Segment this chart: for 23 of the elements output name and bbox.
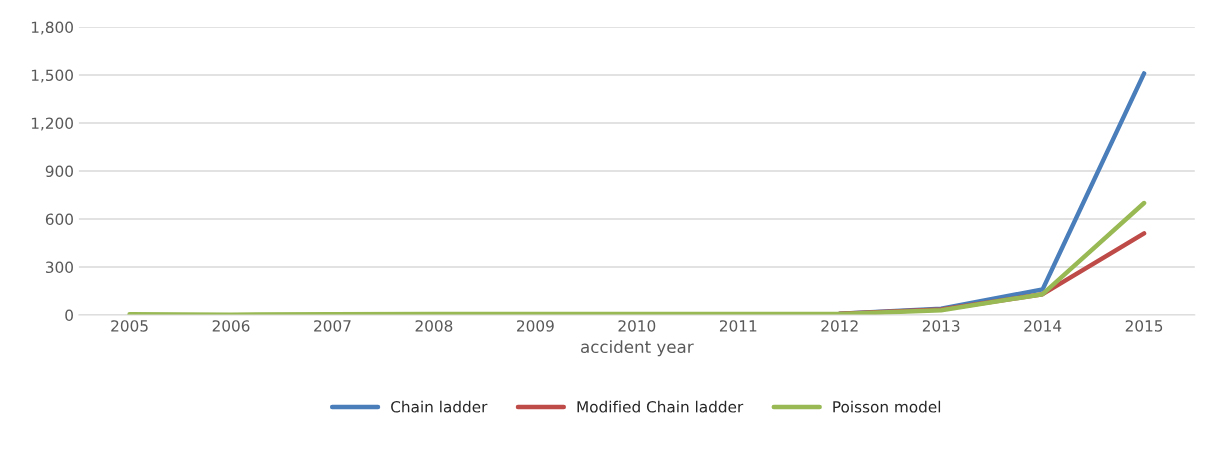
legend-label: Poisson model xyxy=(833,400,941,413)
y-tick-label: 300 xyxy=(45,261,73,274)
x-tick-label: 2015 xyxy=(1125,320,1163,332)
y-tick-label: 1,200 xyxy=(31,117,73,131)
x-tick-label: 2012 xyxy=(821,320,858,332)
y-tick-label: 1,800 xyxy=(31,21,73,35)
x-tick-label: 2013 xyxy=(922,320,960,332)
x-tick-label: 2006 xyxy=(212,320,250,332)
y-tick-label: 600 xyxy=(45,213,73,226)
x-tick-label: 2009 xyxy=(517,320,554,332)
y-tick-label: 1,500 xyxy=(31,69,73,83)
x-tick-label: 2008 xyxy=(415,320,453,332)
x-tick-label: 2007 xyxy=(314,320,351,332)
legend-label: Modified Chain ladder xyxy=(577,400,744,413)
x-tick-label: 2011 xyxy=(719,320,757,332)
x-axis-title: accident year xyxy=(581,340,694,357)
line-series xyxy=(127,200,1147,315)
legend-label: Chain ladder xyxy=(391,400,488,413)
y-tick-label: 0 xyxy=(65,309,73,322)
x-tick-label: 2005 xyxy=(111,320,148,332)
x-tick-label: 2014 xyxy=(1024,320,1062,332)
y-tick-label: 900 xyxy=(45,165,73,178)
x-tick-label: 2010 xyxy=(618,320,656,332)
